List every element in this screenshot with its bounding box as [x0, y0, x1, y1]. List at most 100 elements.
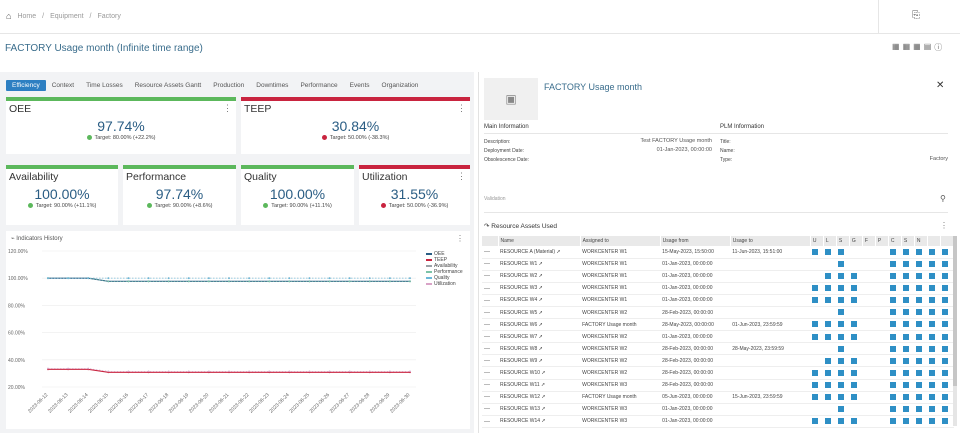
row-select[interactable]	[482, 391, 499, 404]
row-select[interactable]	[482, 294, 499, 307]
tab-time-losses[interactable]: Time Losses	[86, 81, 123, 89]
row-checkbox-icon[interactable]	[484, 311, 490, 313]
tab-efficiency[interactable]: Efficiency	[6, 79, 46, 91]
row-checkbox-icon[interactable]	[484, 275, 490, 277]
column-header-usage-to[interactable]: Usage to	[730, 236, 811, 246]
legend-item-quality[interactable]: Quality	[426, 275, 463, 281]
column-header-usage-from[interactable]: Usage from	[660, 236, 731, 246]
column-header-flag[interactable]: P	[875, 236, 889, 246]
row-checkbox-icon[interactable]	[484, 360, 490, 362]
table-scrollbar-thumb[interactable]	[953, 236, 957, 386]
legend-item-performance[interactable]: Performance	[426, 269, 463, 275]
table-row[interactable]: RESOURCE W11 ➚ WORKCENTER W3 28-Feb-2023, …	[482, 379, 954, 392]
column-header-flag[interactable]: L	[823, 236, 837, 246]
row-checkbox-icon[interactable]	[484, 299, 490, 301]
link-icon[interactable]: ➚	[538, 345, 543, 352]
row-select[interactable]	[482, 366, 499, 380]
row-select[interactable]	[482, 270, 499, 283]
link-icon[interactable]: ➚	[538, 261, 543, 268]
legend-item-oee[interactable]: OEE	[426, 251, 463, 257]
link-icon[interactable]: ➚	[538, 273, 543, 280]
more-icon[interactable]: ⋮	[940, 221, 948, 230]
calendar-icon[interactable]: ▦	[913, 42, 921, 51]
row-select[interactable]	[482, 342, 499, 356]
link-icon[interactable]: ➚	[538, 321, 543, 328]
link-icon[interactable]: ➚	[538, 297, 543, 304]
column-header-flag[interactable]: G	[849, 236, 863, 246]
column-header-flag[interactable]	[940, 236, 955, 246]
row-select[interactable]	[482, 403, 499, 416]
row-checkbox-icon[interactable]	[484, 287, 490, 289]
table-row[interactable]: RESOURCE W10 ➚ WORKCENTER W2 28-Feb-2023, …	[482, 366, 954, 380]
link-icon[interactable]: ➚	[541, 406, 546, 413]
table-row[interactable]: RESOURCE W3 ➚ WORKCENTER W1 01-Jan-2023, 0…	[482, 282, 954, 295]
link-icon[interactable]: ➚	[541, 382, 546, 389]
validation-field[interactable]: Validation	[484, 196, 506, 202]
row-select[interactable]	[482, 282, 499, 295]
table-row[interactable]: RESOURCE W2 ➚ WORKCENTER W1 01-Jan-2023, 0…	[482, 270, 954, 283]
row-checkbox-icon[interactable]	[484, 384, 490, 386]
tab-events[interactable]: Events	[349, 81, 370, 89]
legend-item-availability[interactable]: Availability	[426, 263, 463, 269]
row-checkbox-icon[interactable]	[484, 263, 490, 265]
table-row[interactable]: RESOURCE W1 ➚ WORKCENTER W1 01-Jan-2023, 0…	[482, 258, 954, 271]
link-icon[interactable]: ➚	[538, 357, 543, 364]
tab-organization[interactable]: Organization	[381, 81, 419, 89]
link-icon[interactable]: ➚	[541, 369, 546, 376]
row-checkbox-icon[interactable]	[484, 396, 490, 398]
tab-downtimes[interactable]: Downtimes	[256, 81, 289, 89]
filter-icon[interactable]: ⚲	[940, 194, 946, 203]
tab-performance[interactable]: Performance	[300, 81, 338, 89]
row-select[interactable]	[482, 258, 499, 271]
info-icon[interactable]: ⓘ	[934, 43, 943, 52]
more-icon[interactable]: ⋮	[456, 234, 464, 243]
calendar-icon[interactable]: ▦	[892, 42, 900, 51]
column-header-flag[interactable]: F	[862, 236, 876, 246]
table-row[interactable]: RESOURCE W8 ➚ WORKCENTER W2 28-Feb-2023, 0…	[482, 342, 954, 356]
table-row[interactable]: RESOURCE W14 ➚ WORKCENTER W3 01-Jan-2023, …	[482, 415, 954, 428]
tab-production[interactable]: Production	[213, 81, 245, 89]
table-row[interactable]: RESOURCE W13 ➚ WORKCENTER W3 01-Jan-2023, …	[482, 403, 954, 416]
home-icon[interactable]: ⌂	[6, 11, 12, 21]
tab-context[interactable]: Context	[51, 81, 75, 89]
table-row[interactable]: RESOURCE W6 ➚ FACTORY Usage month 28-May-2…	[482, 318, 954, 332]
column-header-flag[interactable]: S	[901, 236, 915, 246]
table-row[interactable]: RESOURCE A (Material) ➚ WORKCENTER W1 15-M…	[482, 246, 954, 259]
column-header-flag[interactable]: C	[888, 236, 902, 246]
calendar-icon[interactable]: ▦	[902, 42, 911, 51]
more-icon[interactable]: ⋮	[223, 103, 232, 113]
row-checkbox-icon[interactable]	[484, 250, 490, 252]
row-checkbox-icon[interactable]	[484, 420, 490, 422]
table-row[interactable]: RESOURCE W7 ➚ WORKCENTER W2 01-Jan-2023, 0…	[482, 330, 954, 344]
row-select[interactable]	[482, 306, 499, 320]
table-row[interactable]: RESOURCE W12 ➚ FACTORY Usage month 05-Jun-…	[482, 391, 954, 404]
column-header-assigned-to[interactable]: Assigned to	[580, 236, 661, 246]
column-header-flag[interactable]: N	[914, 236, 928, 246]
link-icon[interactable]: ➚	[541, 394, 546, 401]
tab-resource-assets-gantt[interactable]: Resource Assets Gantt	[134, 81, 202, 89]
row-select[interactable]	[482, 330, 499, 344]
row-select[interactable]	[482, 246, 499, 259]
more-icon[interactable]: ⋮	[457, 171, 466, 181]
database-icon[interactable]: ▤	[923, 42, 932, 51]
row-checkbox-icon[interactable]	[484, 347, 490, 349]
legend-item-utilization[interactable]: Utilization	[426, 281, 463, 287]
column-header-flag[interactable]	[927, 236, 941, 246]
link-icon[interactable]: ➚	[538, 309, 543, 316]
breadcrumb-home[interactable]: Home	[17, 12, 37, 20]
link-icon[interactable]: ➚	[538, 285, 543, 292]
row-select[interactable]	[482, 318, 499, 332]
row-select[interactable]	[482, 354, 499, 368]
row-select[interactable]	[482, 379, 499, 392]
table-row[interactable]: RESOURCE W9 ➚ WORKCENTER W2 28-Feb-2023, 0…	[482, 354, 954, 368]
link-icon[interactable]: ➚	[538, 333, 543, 340]
table-row[interactable]: RESOURCE W5 ➚ WORKCENTER W2 28-Feb-2023, 0…	[482, 306, 954, 320]
row-checkbox-icon[interactable]	[484, 408, 490, 410]
row-select[interactable]	[482, 415, 499, 428]
link-icon[interactable]: ➚	[556, 248, 561, 255]
export-icon[interactable]: ⎘	[912, 10, 920, 21]
legend-item-teep[interactable]: TEEP	[426, 257, 463, 263]
close-icon[interactable]: ✕	[936, 80, 945, 91]
row-checkbox-icon[interactable]	[484, 335, 490, 337]
link-icon[interactable]: ➚	[541, 418, 546, 425]
